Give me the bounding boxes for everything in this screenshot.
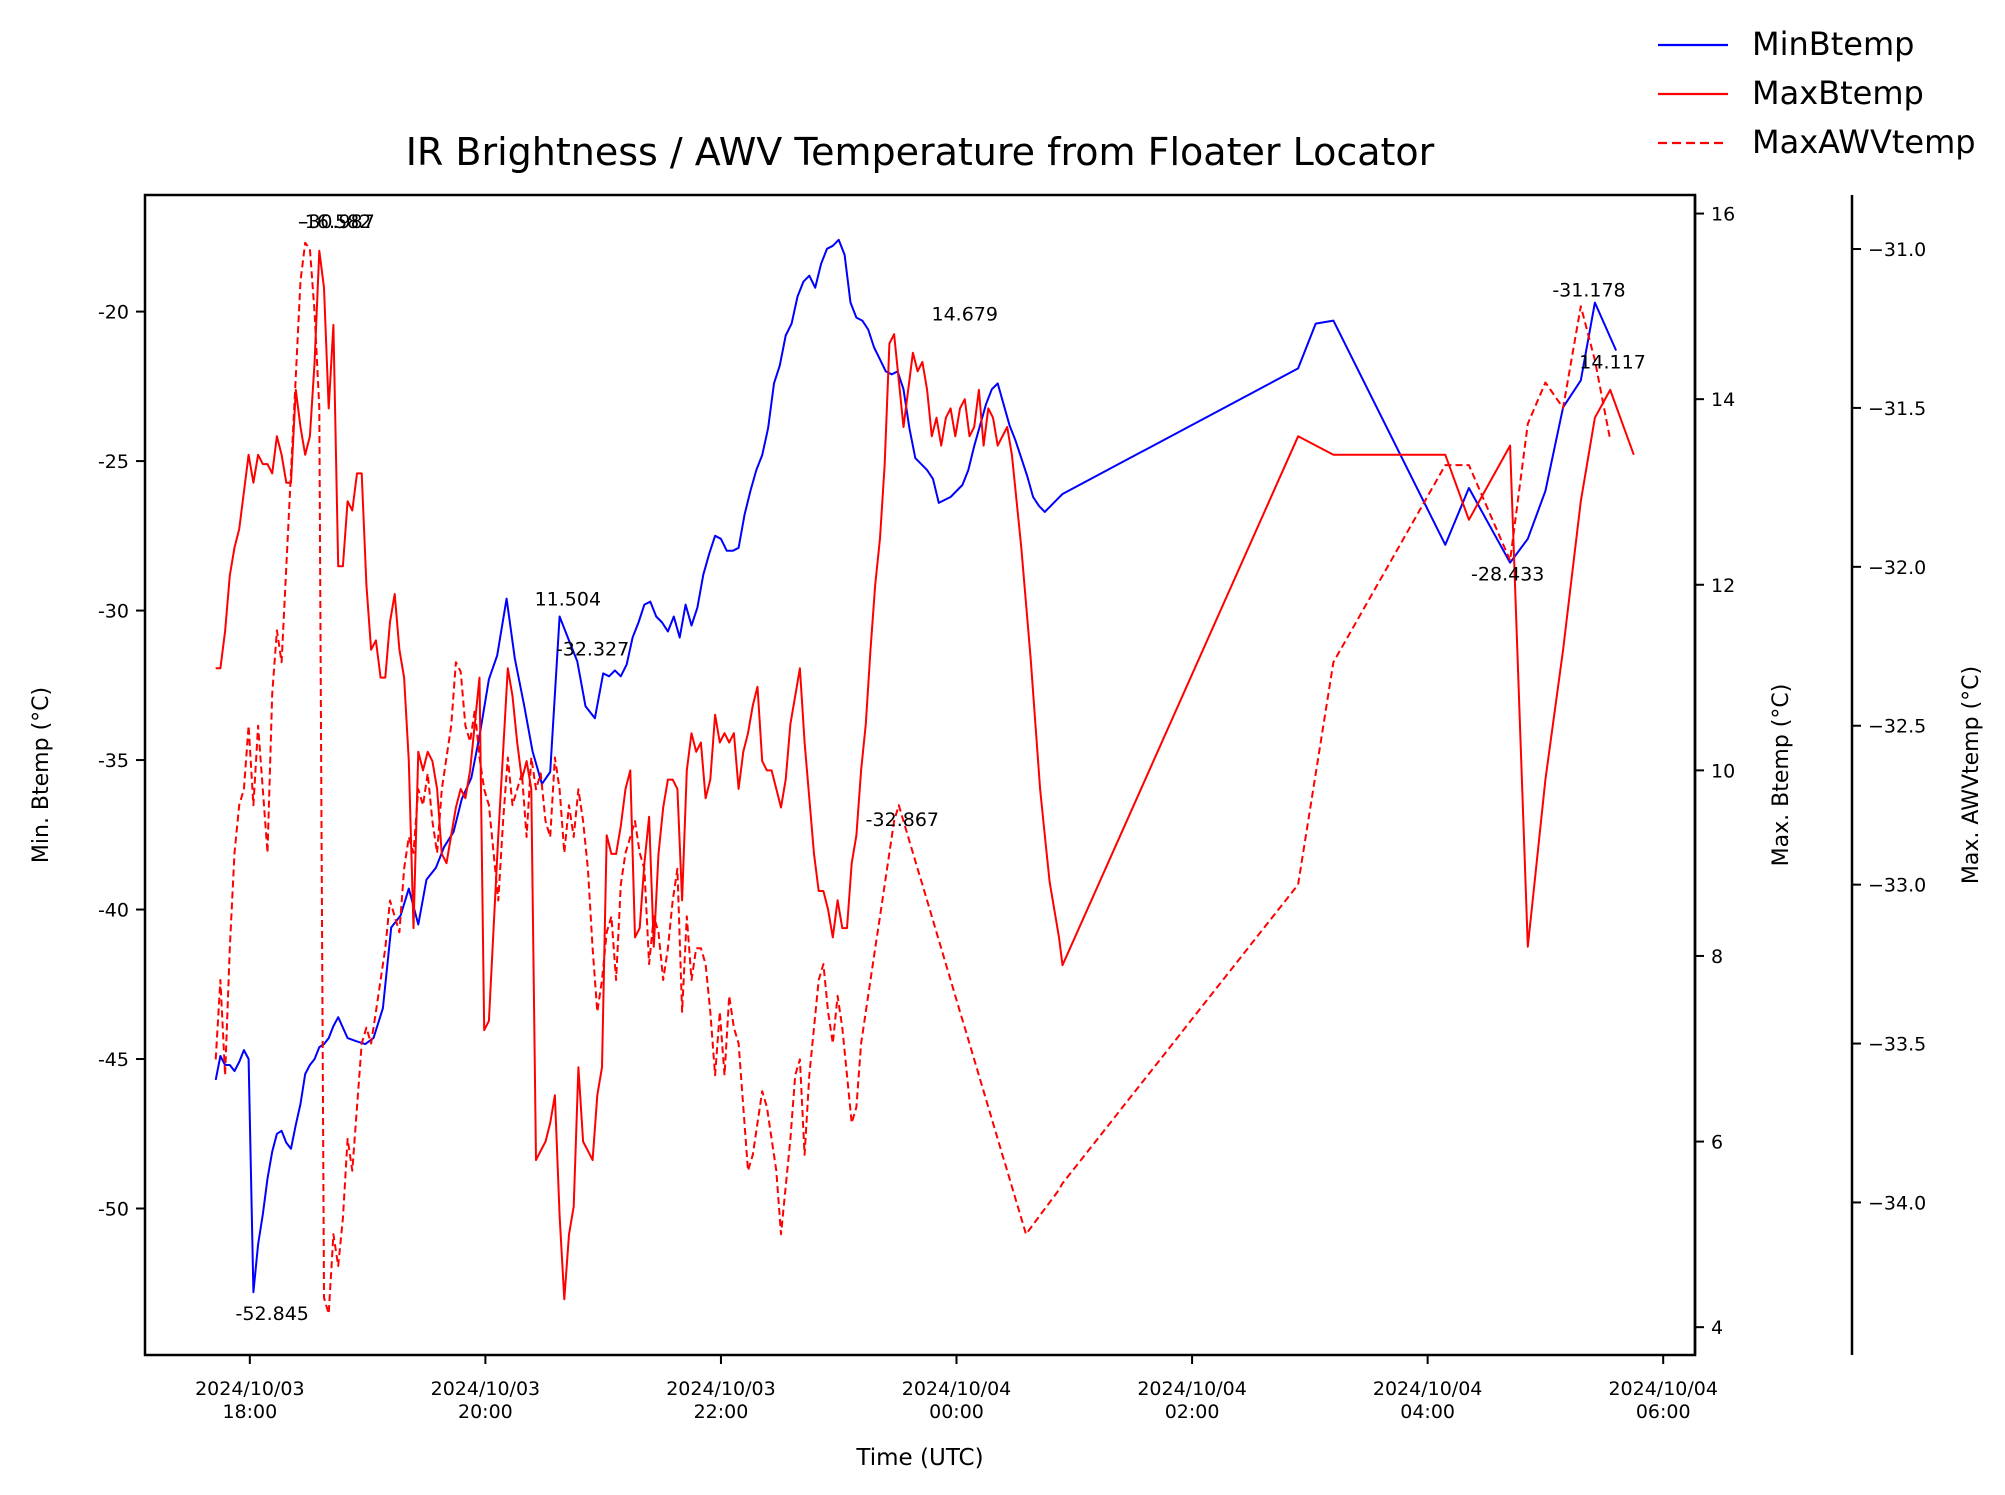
- x-tick-label-date: 2024/10/04: [902, 1378, 1012, 1400]
- x-tick-label-time: 02:00: [1165, 1401, 1220, 1423]
- x-tick-label-time: 20:00: [458, 1401, 513, 1423]
- y-tick-label-min: -40: [98, 900, 129, 922]
- y-tick-label-awv: −32.0: [1868, 557, 1926, 579]
- x-tick-label-time: 06:00: [1636, 1401, 1691, 1423]
- data-label: -32.867: [866, 809, 939, 831]
- y-axis-awv-label: Max. AWVtemp (°C): [1959, 666, 1984, 884]
- annotation-layer: -52.845 -30.987-16.582 11.504 -32.327 -32.86…: [236, 211, 1646, 1325]
- y-tick-label-min: -35: [98, 750, 129, 772]
- x-tick-label-date: 2024/10/04: [1608, 1378, 1718, 1400]
- y-tick-label-max: 6: [1711, 1132, 1723, 1154]
- data-label: 14.117: [1579, 351, 1645, 373]
- x-axis: 2024/10/0318:002024/10/0320:002024/10/03…: [195, 1355, 1718, 1423]
- y-tick-label-awv: −33.5: [1868, 1034, 1926, 1056]
- y-tick-label-max: 14: [1711, 389, 1735, 411]
- y-tick-label-max: 8: [1711, 946, 1723, 968]
- data-label: 14.679: [932, 304, 998, 326]
- x-tick-label-time: 00:00: [929, 1401, 984, 1423]
- series-line-minbtemp: [214, 238, 1618, 1294]
- x-tick-label-date: 2024/10/03: [431, 1378, 541, 1400]
- data-label: -32.327: [556, 638, 629, 660]
- y-tick-label-awv: −34.0: [1868, 1192, 1926, 1214]
- x-tick-label-date: 2024/10/04: [1373, 1378, 1483, 1400]
- data-label: 11.504: [535, 589, 601, 611]
- data-label: -31.178: [1552, 280, 1625, 302]
- y-axis-max-btemp: 4 6 8 10 12 14 16: [1695, 204, 1735, 1339]
- y-axis-min-label: Min. Btemp (°C): [29, 687, 54, 863]
- legend: MinBtemp MaxBtemp MaxAWVtemp: [1658, 25, 1976, 161]
- chart-title: IR Brightness / AWV Temperature from Flo…: [406, 130, 1435, 174]
- y-tick-label-max: 12: [1711, 575, 1735, 597]
- data-label: -16.582: [298, 211, 371, 233]
- y-tick-label-max: 4: [1711, 1317, 1723, 1339]
- x-axis-label: Time (UTC): [855, 1445, 983, 1471]
- data-label: -52.845: [236, 1303, 309, 1325]
- legend-label-maxawvtemp: MaxAWVtemp: [1752, 123, 1976, 161]
- x-tick-label-date: 2024/10/03: [666, 1378, 776, 1400]
- y-tick-label-min: -50: [98, 1199, 129, 1221]
- y-axis-max-label: Max. Btemp (°C): [1769, 684, 1794, 867]
- y-tick-label-max: 10: [1711, 760, 1735, 782]
- x-tick-label-time: 18:00: [222, 1401, 277, 1423]
- series-line-maxbtemp: [215, 249, 1635, 1301]
- y-tick-label-min: -20: [98, 302, 129, 324]
- series-line-maxawvtemp: [214, 241, 1612, 1315]
- data-label: -30.987: [301, 211, 374, 233]
- series-layer: [214, 238, 1635, 1315]
- data-label: -28.433: [1471, 564, 1544, 586]
- y-tick-label-max: 16: [1711, 204, 1735, 226]
- y-tick-label-awv: −31.5: [1868, 398, 1926, 420]
- x-tick-label-time: 04:00: [1400, 1401, 1455, 1423]
- y-tick-label-min: -30: [98, 601, 129, 623]
- legend-label-maxbtemp: MaxBtemp: [1752, 74, 1924, 112]
- y-axis-min-btemp: -20 -25 -30 -35 -40 -45 -50: [98, 302, 145, 1221]
- y-tick-label-awv: −32.5: [1868, 716, 1926, 738]
- y-axis-max-awvtemp: −31.0 −31.5 −32.0 −32.5 −33.0 −33.5 −34.0: [1852, 239, 1926, 1214]
- y-tick-label-awv: −33.0: [1868, 875, 1926, 897]
- y-tick-label-min: -45: [98, 1049, 129, 1071]
- legend-label-minbtemp: MinBtemp: [1752, 25, 1914, 63]
- x-tick-label-date: 2024/10/04: [1137, 1378, 1247, 1400]
- y-tick-label-min: -25: [98, 451, 129, 473]
- x-tick-label-date: 2024/10/03: [195, 1378, 305, 1400]
- y-tick-label-awv: −31.0: [1868, 239, 1926, 261]
- x-tick-label-time: 22:00: [694, 1401, 749, 1423]
